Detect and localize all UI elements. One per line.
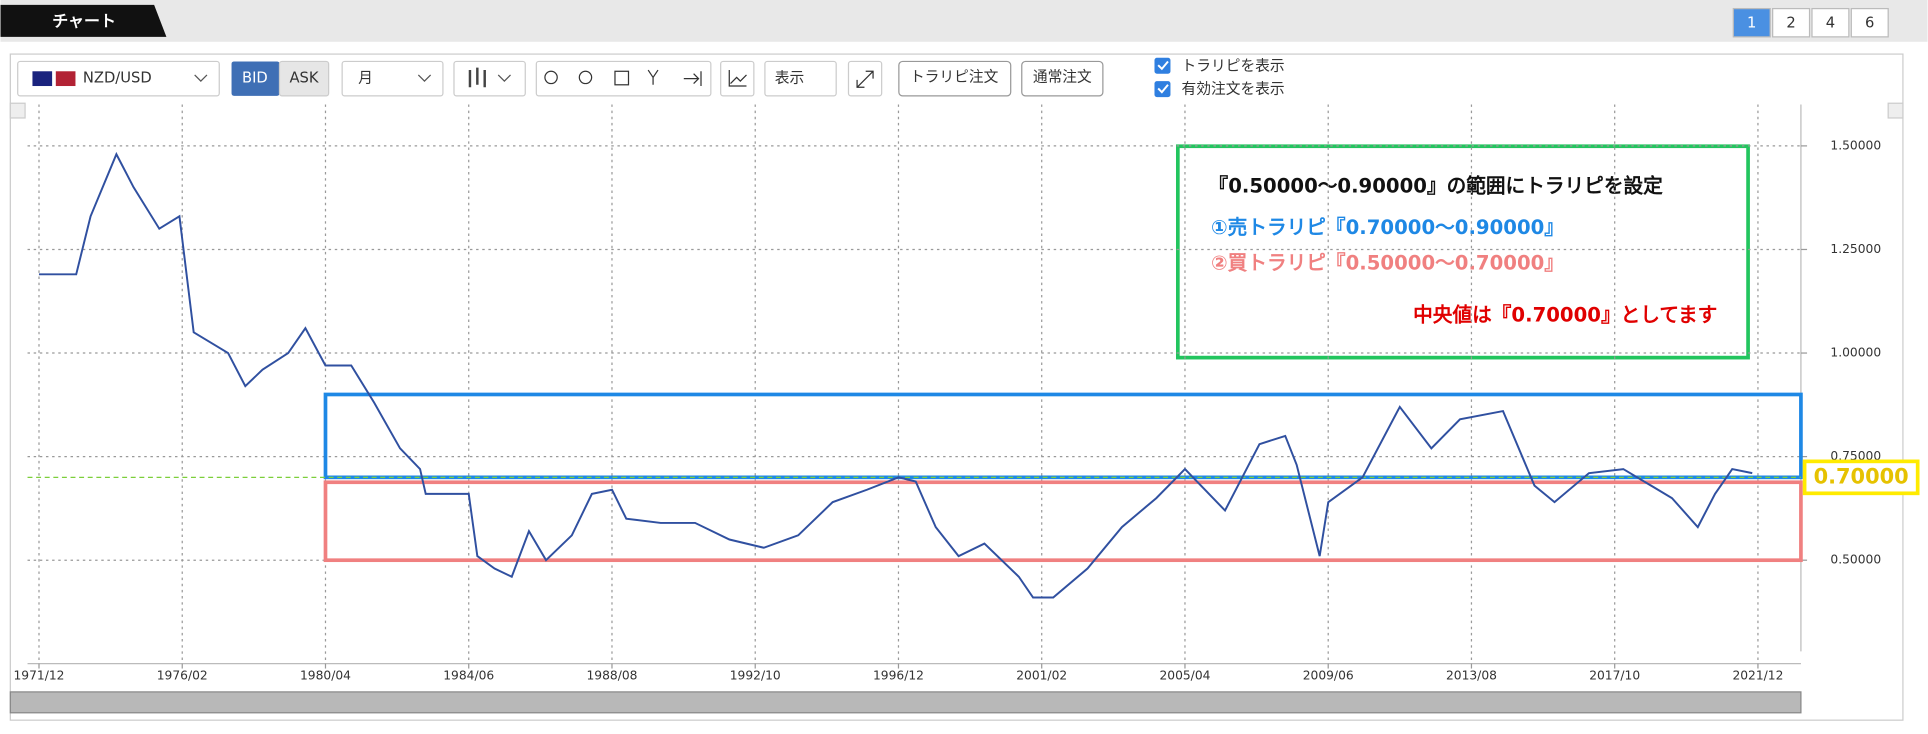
period-select[interactable] xyxy=(341,60,444,97)
flag-nz xyxy=(32,71,53,87)
x-tick-label: 1988/08 xyxy=(586,668,637,682)
scroll-end-icon[interactable] xyxy=(683,71,702,87)
normal-order-label: 通常注文 xyxy=(1033,68,1092,85)
y-lock-icon[interactable] xyxy=(647,69,659,85)
tab-title: チャート xyxy=(52,12,116,31)
trarepi-order-label: トラリピ注文 xyxy=(910,68,999,85)
scrollbar[interactable] xyxy=(9,691,1802,714)
x-tick-label: 1996/12 xyxy=(873,668,924,682)
checkbox-label: 有効注文を表示 xyxy=(1182,81,1285,98)
x-tick-label: 1976/02 xyxy=(157,668,208,682)
y-tick-label: 0.50000 xyxy=(1830,553,1881,567)
trarepi-order-button[interactable] xyxy=(898,60,1012,97)
symbol: NZD/USD xyxy=(83,70,152,87)
top-bar xyxy=(0,0,1928,42)
display-label: 表示 xyxy=(775,70,804,87)
x-tick-label: 1992/10 xyxy=(730,668,781,682)
candle-icon xyxy=(468,67,486,88)
y-tick-label: 1.25000 xyxy=(1830,242,1881,256)
x-tick-label: 2001/02 xyxy=(1016,668,1067,682)
annotation-mid: 中央値は『0.70000』としてます xyxy=(1413,303,1717,326)
fullscreen-icon xyxy=(856,70,874,88)
expand-left[interactable] xyxy=(9,102,26,119)
chevron xyxy=(497,74,511,82)
annotation-sell: ①売トラリピ『0.70000～0.90000』 xyxy=(1211,216,1564,239)
annotation-title: 『0.50000～0.90000』の範囲にトラリピを設定 xyxy=(1209,174,1664,197)
display-button[interactable] xyxy=(764,60,837,97)
page-label: 1 xyxy=(1747,14,1756,31)
x-tick-label: 2017/10 xyxy=(1589,668,1640,682)
x-tick-label: 1971/12 xyxy=(14,668,65,682)
page-label: 4 xyxy=(1826,14,1835,31)
chevron xyxy=(417,74,432,82)
last-price-box xyxy=(1802,459,1920,496)
ask-button[interactable] xyxy=(278,60,330,97)
x-tick-label: 2005/04 xyxy=(1159,668,1210,682)
x-tick-label: 2021/12 xyxy=(1732,668,1783,682)
x-tick-label: 2013/08 xyxy=(1446,668,1497,682)
zoom-tools[interactable] xyxy=(535,60,712,97)
checkbox[interactable] xyxy=(1154,57,1171,74)
fit-icon[interactable] xyxy=(614,70,630,86)
y-tick-label: 1.00000 xyxy=(1830,346,1881,360)
page-button[interactable] xyxy=(1732,7,1771,38)
zoom-in-icon[interactable] xyxy=(544,70,558,85)
page-button[interactable] xyxy=(1850,7,1889,38)
check xyxy=(1157,60,1169,71)
y-tick-label: 1.50000 xyxy=(1830,138,1881,152)
flag-us xyxy=(55,71,76,87)
annotation-buy: ②買トラリピ『0.50000～0.70000』 xyxy=(1211,252,1564,275)
bid-button[interactable] xyxy=(231,61,280,96)
symbol-select[interactable] xyxy=(17,60,220,97)
annotation-box xyxy=(1175,144,1750,360)
normal-order-button[interactable] xyxy=(1021,60,1104,97)
ask-label: ASK xyxy=(289,70,318,87)
chart-type-select[interactable] xyxy=(453,60,526,97)
zoom-out-icon[interactable] xyxy=(578,70,593,85)
price-line xyxy=(38,151,1753,599)
page-label: 6 xyxy=(1865,14,1874,31)
period: 月 xyxy=(358,70,373,87)
check xyxy=(1157,84,1169,94)
indicator-icon xyxy=(728,70,747,87)
page-button[interactable] xyxy=(1811,7,1850,38)
expand-right[interactable] xyxy=(1887,102,1904,119)
tab[interactable] xyxy=(0,4,167,37)
x-tick-label: 1980/04 xyxy=(300,668,351,682)
checkbox-label: トラリピを表示 xyxy=(1182,57,1285,74)
range-band xyxy=(323,480,1803,563)
page-button[interactable] xyxy=(1772,7,1811,38)
chevron xyxy=(194,74,208,82)
last-price-label: 0.70000 xyxy=(1814,464,1909,488)
x-tick-label: 1984/06 xyxy=(443,668,494,682)
page-label: 2 xyxy=(1786,14,1795,31)
checkbox[interactable] xyxy=(1154,81,1171,98)
x-tick-label: 2009/06 xyxy=(1303,668,1354,682)
bid-label: BID xyxy=(242,70,268,87)
